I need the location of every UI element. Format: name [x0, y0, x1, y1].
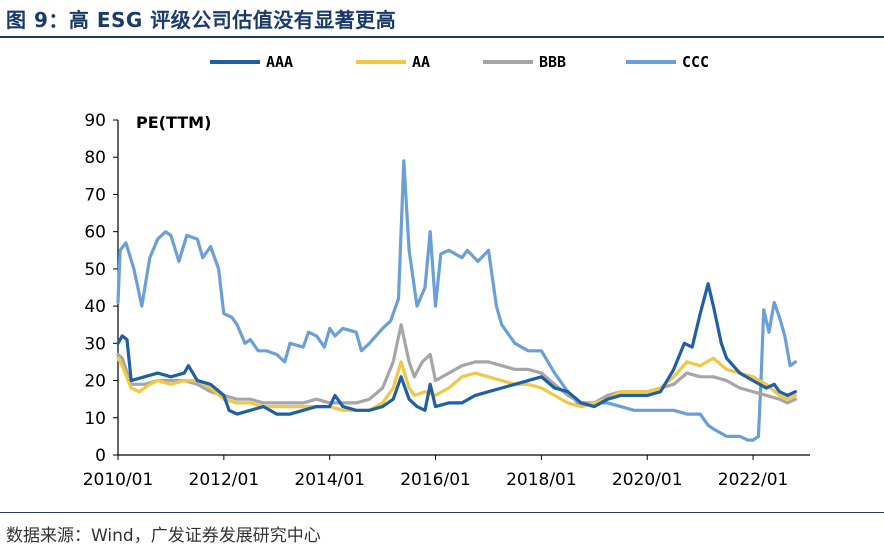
legend-label-bbb: BBB [539, 53, 566, 71]
y-tick-label: 50 [84, 260, 106, 280]
y-tick-label: 0 [95, 446, 106, 466]
footer-divider [0, 512, 884, 513]
x-tick-label: 2018/01 [506, 470, 577, 490]
series-line-aa [116, 356, 797, 412]
y-tick-label: 40 [84, 297, 106, 317]
x-tick-label: 2012/01 [189, 470, 260, 490]
chart-series [116, 159, 797, 442]
x-tick-label: 2020/01 [612, 470, 683, 490]
y-tick-label: 20 [84, 372, 106, 392]
series-line-bbb [116, 323, 797, 405]
x-tick-label: 2016/01 [400, 470, 471, 490]
y-axis-label: PE(TTM) [136, 113, 211, 132]
y-tick-label: 10 [84, 409, 106, 429]
legend-label-aaa: AAA [266, 53, 293, 71]
chart-axes: 0 10 20 30 40 50 60 70 80 90 2010/01 2012/01 2014/01… [83, 111, 810, 490]
x-tick-label: 2010/01 [83, 470, 154, 490]
y-tick-label: 60 [84, 223, 106, 243]
y-tick-label: 30 [84, 334, 106, 354]
series-line-ccc [116, 159, 797, 442]
y-tick-label: 80 [84, 148, 106, 168]
figure-title: 图 9：高 ESG 评级公司估值没有显著更高 [6, 8, 397, 32]
series-line-aaa [116, 282, 797, 416]
legend-label-ccc: CCC [682, 53, 709, 71]
data-source-note: 数据来源：Wind，广发证券发展研究中心 [6, 526, 321, 546]
x-tick-label: 2022/01 [718, 470, 789, 490]
y-tick-label: 70 [84, 185, 106, 205]
y-tick-label: 90 [84, 111, 106, 131]
title-divider [0, 36, 884, 38]
chart-legend: AAA AA BBB CCC [210, 53, 709, 71]
legend-label-aa: AA [412, 53, 430, 71]
x-tick-label: 2014/01 [294, 470, 365, 490]
